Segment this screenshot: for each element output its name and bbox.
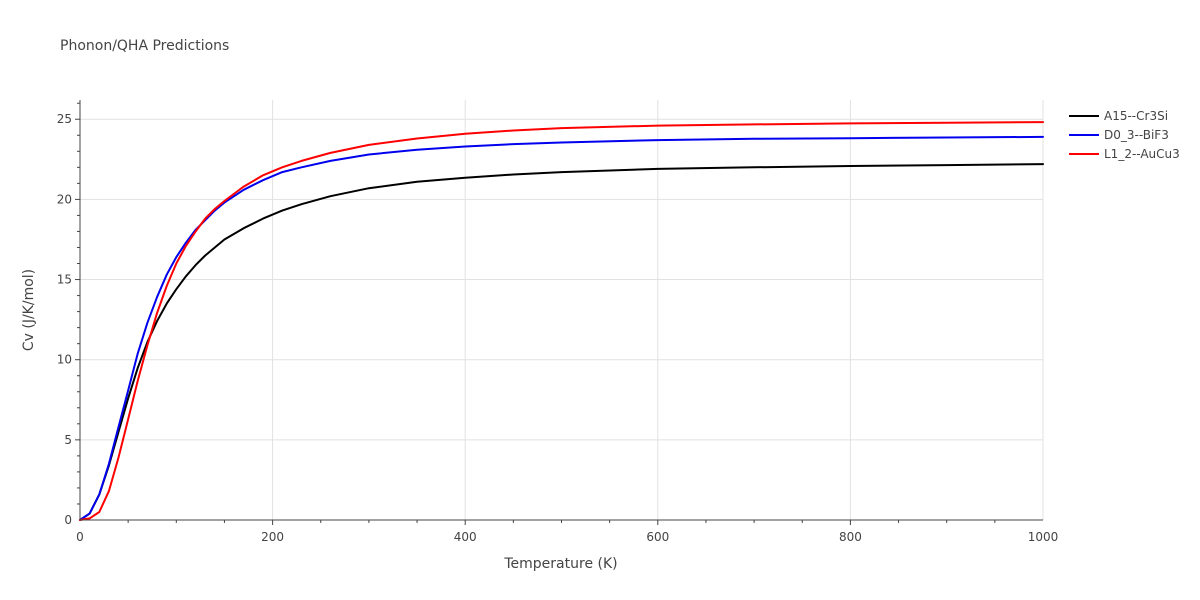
x-axis-ticks: 0 200 400 600 800 1000 xyxy=(76,520,1058,544)
series-line-1[interactable] xyxy=(79,135,1044,521)
legend-item-1[interactable]: D0_3--BiF3 xyxy=(1069,128,1169,142)
x-tick-label: 200 xyxy=(261,530,284,544)
plot-area[interactable] xyxy=(79,121,1044,521)
x-tick-label: 1000 xyxy=(1028,530,1059,544)
x-axis-title: Temperature (K) xyxy=(503,556,617,572)
legend-label: L1_2--AuCu3 xyxy=(1104,147,1180,161)
y-tick-label: 5 xyxy=(64,433,72,447)
legend[interactable]: A15--Cr3Si D0_3--BiF3 L1_2--AuCu3 xyxy=(1069,109,1180,161)
y-tick-label: 10 xyxy=(57,353,72,367)
y-tick-label: 20 xyxy=(57,192,72,206)
series-line-0[interactable] xyxy=(79,163,1044,521)
y-tick-label: 0 xyxy=(64,513,72,527)
x-tick-label: 400 xyxy=(454,530,477,544)
y-axis-ticks: 0 5 10 15 20 25 xyxy=(57,102,80,527)
axes xyxy=(79,100,1043,521)
legend-label: D0_3--BiF3 xyxy=(1104,128,1169,142)
y-tick-label: 15 xyxy=(57,273,72,287)
x-tick-label: 800 xyxy=(839,530,862,544)
y-axis-title: Cv (J/K/mol) xyxy=(21,269,37,351)
x-tick-label: 600 xyxy=(646,530,669,544)
x-tick-label: 0 xyxy=(76,530,84,544)
legend-item-0[interactable]: A15--Cr3Si xyxy=(1069,109,1168,123)
y-tick-label: 25 xyxy=(57,112,72,126)
legend-label: A15--Cr3Si xyxy=(1104,109,1168,123)
chart-title: Phonon/QHA Predictions xyxy=(60,38,229,54)
grid xyxy=(80,100,1044,520)
series-line-2[interactable] xyxy=(79,121,1044,521)
legend-item-2[interactable]: L1_2--AuCu3 xyxy=(1069,147,1180,161)
